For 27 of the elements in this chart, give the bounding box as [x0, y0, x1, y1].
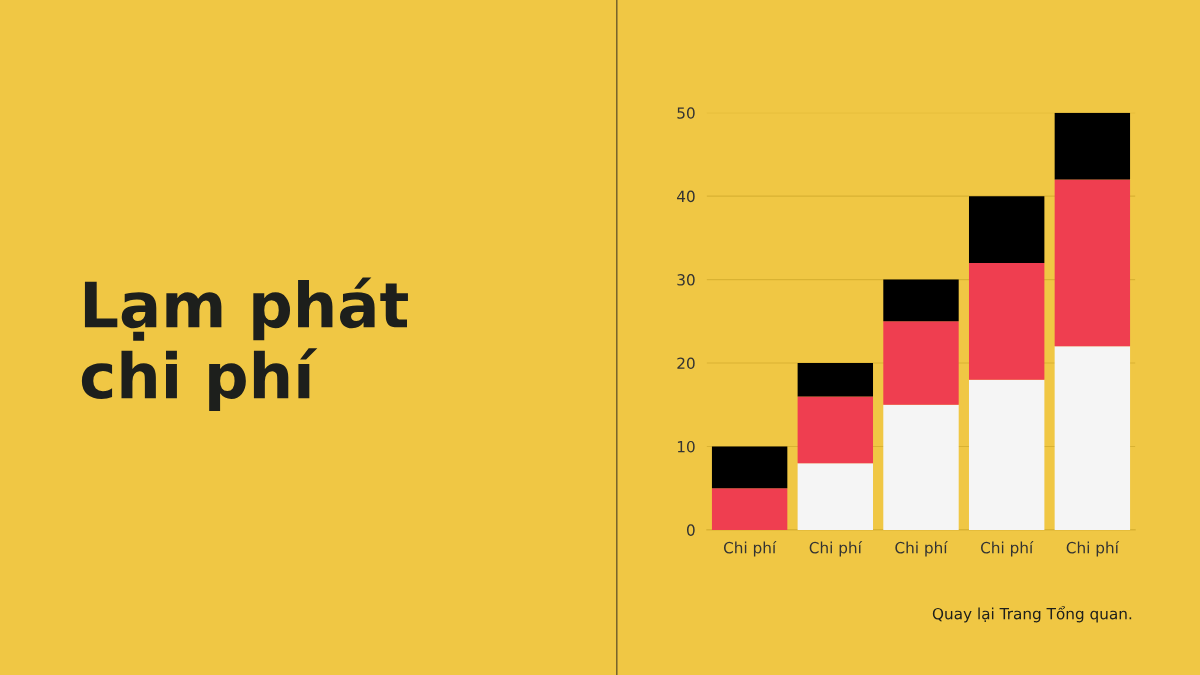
bar — [883, 404, 959, 530]
y-tick-label: 50 — [677, 107, 695, 119]
bar — [883, 279, 959, 322]
y-tick-label: 0 — [686, 524, 695, 536]
x-tick-label: Chi phí — [809, 540, 863, 557]
y-tick-label: 30 — [677, 274, 695, 286]
bar — [1054, 179, 1131, 347]
x-tick-label: Chi phí — [981, 540, 1034, 557]
y-tick-label: 20 — [677, 357, 695, 370]
bar — [1054, 346, 1131, 530]
y-tick-label: 40 — [677, 190, 695, 203]
x-tick-label: Chi phí — [895, 540, 948, 557]
x-tick-label: Chi phí — [1066, 540, 1120, 557]
x-tick-label: Chi phí — [723, 540, 777, 557]
bar — [797, 463, 874, 530]
bar — [883, 321, 959, 405]
text: Lạm phát chi phí — [81, 277, 408, 412]
bar — [968, 196, 1045, 263]
y-tick-label: 10 — [677, 440, 695, 453]
bar — [797, 363, 874, 397]
bar — [711, 488, 788, 530]
bar — [711, 446, 788, 489]
bar — [797, 396, 874, 464]
text: Quay lại Trang Tổng quan. — [932, 606, 1132, 623]
bar — [968, 262, 1045, 380]
bar — [968, 379, 1045, 530]
bar — [1054, 112, 1131, 180]
